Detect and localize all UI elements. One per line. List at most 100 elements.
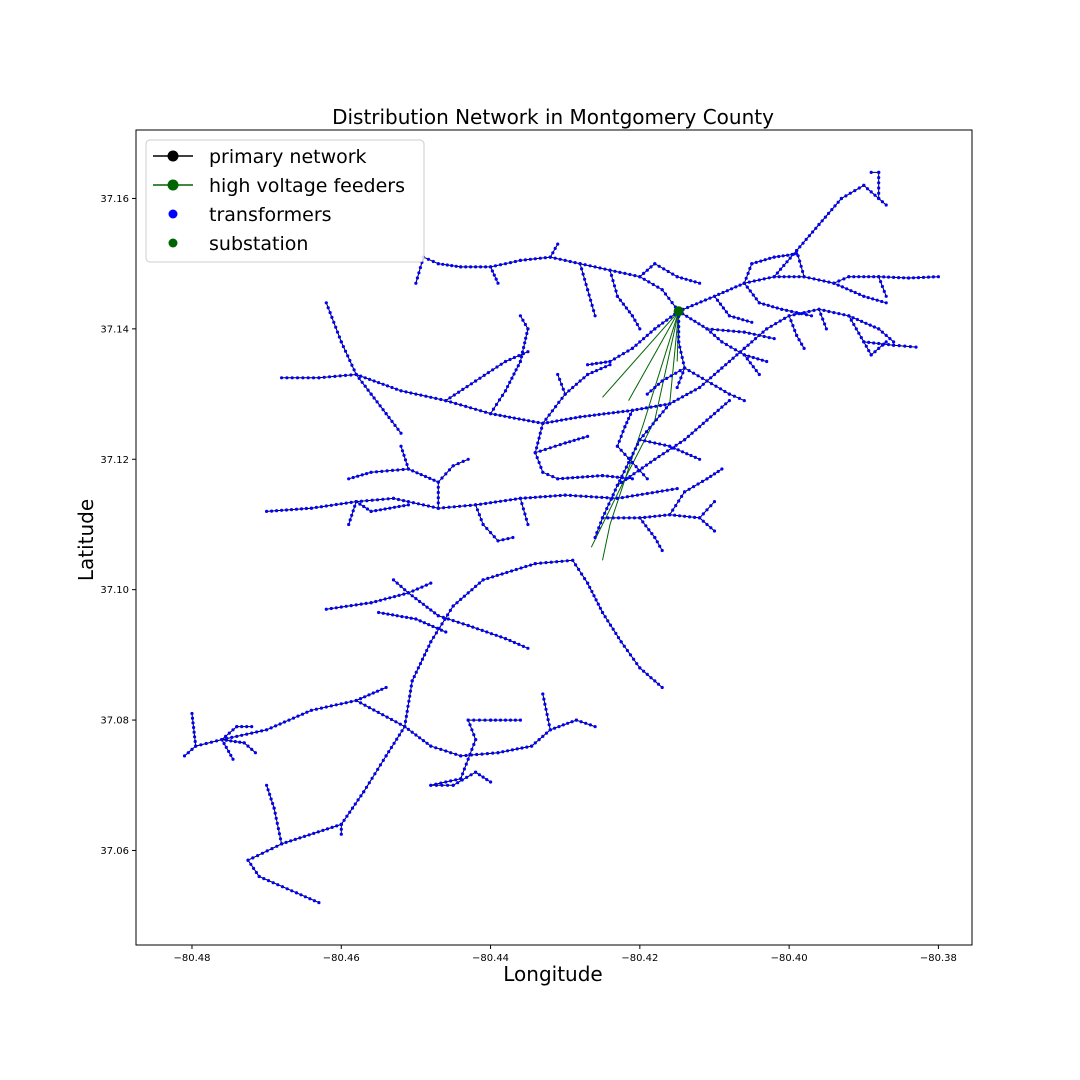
- transformer-point: [478, 376, 482, 380]
- transformer-point: [461, 387, 465, 391]
- transformer-point: [245, 732, 249, 736]
- transformer-point: [273, 811, 277, 815]
- transformer-point: [798, 259, 802, 263]
- transformer-point: [486, 576, 490, 581]
- transformer-point: [638, 327, 642, 331]
- transformer-point: [535, 456, 539, 460]
- transformer-point: [486, 371, 490, 375]
- transformer-point: [611, 279, 615, 283]
- transformer-point: [489, 718, 493, 722]
- transformer-point: [635, 493, 640, 497]
- transformer-point: [565, 559, 569, 563]
- transformer-point: [568, 259, 572, 264]
- transformer-point: [193, 735, 197, 739]
- transformer-point: [314, 707, 318, 711]
- transformer-point: [754, 297, 758, 301]
- transformer-point: [626, 349, 630, 353]
- transformer-point: [190, 747, 194, 752]
- transformer-point: [750, 340, 754, 344]
- transformer-point: [383, 597, 387, 601]
- transformer-point: [586, 475, 590, 479]
- transformer-point: [456, 781, 460, 785]
- transformer-point: [718, 302, 723, 306]
- transformer-point: [888, 337, 892, 341]
- transformer-point: [524, 564, 528, 569]
- transformer-point: [391, 578, 396, 582]
- transformer-point: [280, 885, 285, 889]
- transformer-point: [418, 736, 422, 740]
- transformer-point: [578, 379, 582, 383]
- transformer-point: [260, 729, 264, 733]
- transformer-point: [278, 722, 282, 726]
- transformer-point: [720, 340, 724, 344]
- transformer-point: [508, 638, 512, 643]
- transformer-point: [526, 327, 530, 331]
- transformer-point: [807, 234, 812, 238]
- plot-frame: [135, 129, 973, 946]
- transformer-point: [612, 284, 617, 288]
- transformer-point: [444, 399, 448, 403]
- transformer-point: [795, 249, 799, 253]
- transformer-point: [541, 692, 545, 696]
- transformer-point: [760, 358, 764, 362]
- transformer-point: [411, 501, 415, 505]
- transformer-point: [418, 619, 422, 623]
- transformer-point: [480, 628, 484, 633]
- transformer-point: [481, 578, 485, 582]
- transformer-point: [731, 356, 735, 360]
- transformer-point: [642, 271, 646, 275]
- transformer-point: [780, 307, 784, 311]
- transformer-point: [432, 478, 436, 482]
- transformer-point: [677, 499, 681, 503]
- transformer-point: [245, 725, 249, 729]
- transformer-point: [425, 741, 429, 745]
- transformer-point: [450, 264, 454, 268]
- transformer-point: [309, 506, 313, 510]
- transformer-point: [581, 272, 585, 276]
- transformer-point: [615, 294, 620, 298]
- transformer-point: [693, 515, 697, 520]
- transformer-point: [817, 307, 821, 311]
- transformer-point: [277, 832, 281, 836]
- transformer-point: [605, 507, 609, 511]
- transformer-point: [852, 322, 856, 327]
- transformer-point: [583, 577, 587, 581]
- transformer-point: [882, 275, 886, 279]
- transformer-point: [408, 694, 412, 698]
- transformer-point: [608, 268, 612, 272]
- transformer-point: [757, 301, 761, 305]
- transformer-point: [384, 685, 388, 690]
- transformer-point: [633, 274, 637, 278]
- transformer-point: [887, 343, 891, 347]
- transformer-point: [678, 369, 682, 373]
- transformer-point: [550, 409, 555, 413]
- transformer-point: [499, 635, 503, 639]
- transformer-point: [454, 778, 458, 782]
- transformer-point: [395, 737, 399, 741]
- transformer-point: [322, 375, 326, 379]
- transformer-point: [733, 348, 738, 352]
- transformer-point: [365, 472, 369, 476]
- transformer-point: [727, 314, 732, 318]
- transformer-point: [679, 350, 683, 354]
- transformer-point: [653, 535, 657, 540]
- transformer-point: [683, 366, 687, 370]
- transformer-point: [795, 333, 799, 337]
- transformer-point: [440, 476, 444, 480]
- transformer-point: [389, 717, 394, 722]
- transformer-point: [680, 450, 685, 454]
- transformer-point: [418, 266, 422, 270]
- transformer-point: [343, 349, 348, 353]
- transformer-point: [418, 662, 423, 666]
- transformer-point: [498, 263, 503, 267]
- transformer-point: [754, 260, 758, 264]
- transformer-point: [265, 509, 269, 513]
- transformer-point: [638, 275, 642, 279]
- transformer-point: [446, 783, 450, 787]
- transformer-point: [489, 531, 493, 535]
- transformer-point: [474, 265, 478, 269]
- transformer-point: [481, 522, 485, 527]
- transformer-point: [548, 446, 552, 450]
- transformer-point: [396, 427, 400, 431]
- transformer-point: [436, 496, 440, 500]
